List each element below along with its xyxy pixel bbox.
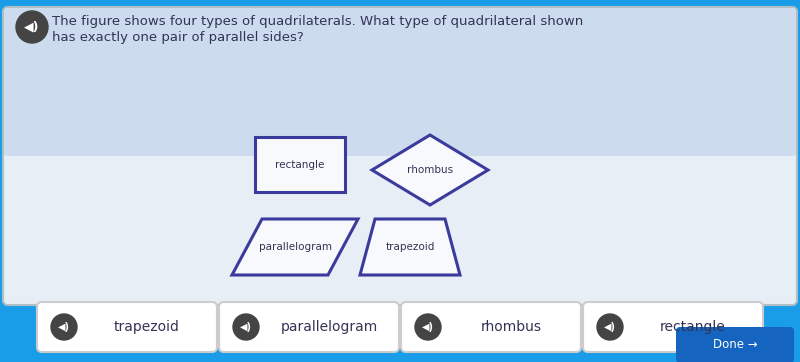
FancyBboxPatch shape [37, 302, 217, 352]
Polygon shape [360, 219, 460, 275]
Circle shape [51, 314, 77, 340]
Text: ◀): ◀) [604, 322, 616, 332]
Circle shape [233, 314, 259, 340]
FancyBboxPatch shape [255, 137, 345, 192]
Circle shape [415, 314, 441, 340]
FancyBboxPatch shape [8, 145, 792, 297]
Polygon shape [232, 219, 358, 275]
FancyBboxPatch shape [583, 302, 763, 352]
Text: rhombus: rhombus [407, 165, 453, 175]
FancyBboxPatch shape [676, 327, 794, 362]
FancyBboxPatch shape [4, 8, 796, 156]
Text: has exactly one pair of parallel sides?: has exactly one pair of parallel sides? [52, 31, 304, 44]
Text: ◀): ◀) [240, 322, 252, 332]
Text: parallelogram: parallelogram [280, 320, 378, 334]
Text: Done →: Done → [713, 338, 758, 352]
FancyBboxPatch shape [3, 7, 797, 305]
Text: ◀): ◀) [24, 21, 40, 34]
Text: trapezoid: trapezoid [386, 242, 434, 252]
Text: rectangle: rectangle [275, 160, 325, 169]
Text: trapezoid: trapezoid [114, 320, 180, 334]
Circle shape [597, 314, 623, 340]
FancyBboxPatch shape [401, 302, 581, 352]
Text: The figure shows four types of quadrilaterals. What type of quadrilateral shown: The figure shows four types of quadrilat… [52, 15, 583, 28]
Text: rhombus: rhombus [481, 320, 542, 334]
Circle shape [16, 11, 48, 43]
Text: ◀): ◀) [422, 322, 434, 332]
FancyBboxPatch shape [219, 302, 399, 352]
Polygon shape [372, 135, 488, 205]
Text: ◀): ◀) [58, 322, 70, 332]
Text: parallelogram: parallelogram [258, 242, 331, 252]
FancyBboxPatch shape [4, 8, 796, 151]
Text: rectangle: rectangle [660, 320, 726, 334]
